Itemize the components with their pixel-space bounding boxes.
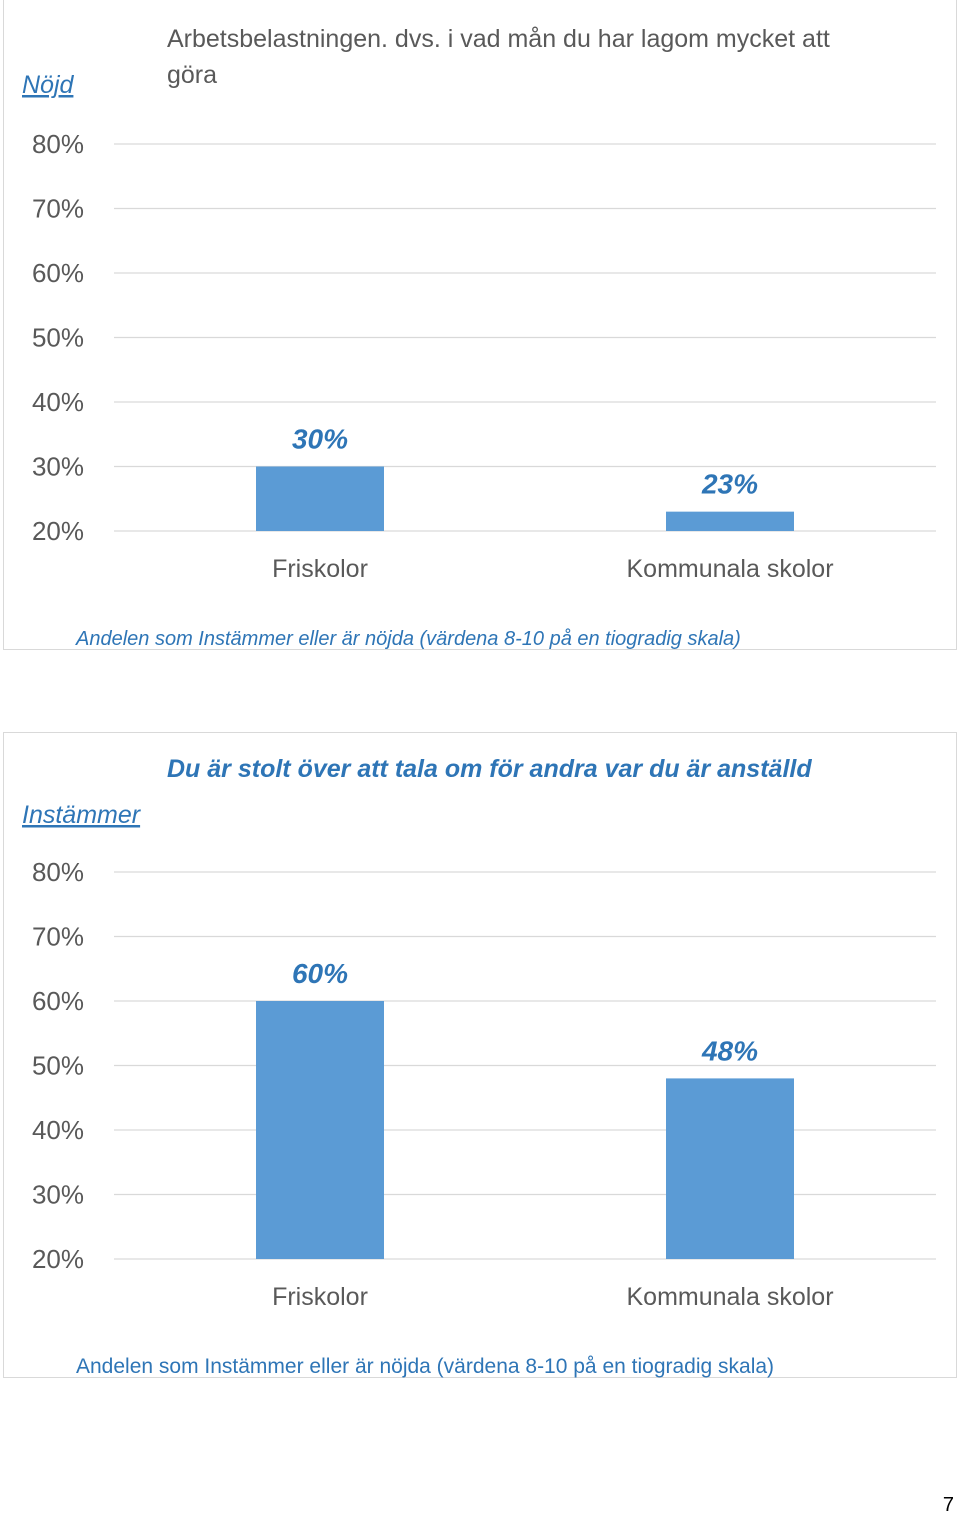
data-label: 30%: [292, 424, 348, 455]
category-label: Kommunala skolor: [626, 555, 833, 583]
y-tick-label: 60%: [32, 986, 84, 1016]
y-tick-label: 70%: [32, 194, 84, 224]
y-tick-label: 70%: [32, 922, 84, 952]
x-axis-label: Andelen som Instämmer eller är nöjda (vä…: [75, 628, 741, 650]
y-tick-label: 50%: [32, 1051, 84, 1081]
chart-title: Du är stolt över att tala om för andra v…: [167, 755, 812, 783]
category-label: Friskolor: [272, 1283, 368, 1311]
chart-workload: Arbetsbelastningen. dvs. i vad mån du ha…: [22, 25, 936, 650]
bar: [256, 466, 384, 531]
category-label: Friskolor: [272, 555, 368, 583]
y-tick-label: 40%: [32, 1115, 84, 1145]
bar: [256, 1001, 384, 1259]
chart-pride: Du är stolt över att tala om för andra v…: [22, 755, 936, 1378]
chart-title: Arbetsbelastningen. dvs. i vad mån du ha…: [167, 25, 830, 53]
y-tick-label: 50%: [32, 323, 84, 353]
y-tick-label: 80%: [32, 129, 84, 159]
y-axis-label: Nöjd: [22, 71, 75, 99]
chart-panel-pride: Du är stolt över att tala om för andra v…: [3, 732, 957, 1378]
data-label: 23%: [701, 469, 758, 500]
data-label: 60%: [292, 958, 348, 989]
y-axis-label: Instämmer: [22, 801, 142, 829]
y-tick-label: 40%: [32, 387, 84, 417]
chart-title: göra: [167, 61, 217, 89]
bar: [666, 1078, 794, 1259]
y-tick-label: 60%: [32, 258, 84, 288]
y-tick-label: 30%: [32, 1180, 84, 1210]
y-tick-label: 30%: [32, 452, 84, 482]
y-tick-label: 20%: [32, 516, 84, 546]
bar: [666, 511, 794, 531]
category-label: Kommunala skolor: [626, 1283, 833, 1311]
data-label: 48%: [701, 1035, 758, 1066]
x-axis-label: Andelen som Instämmer eller är nöjda (vä…: [76, 1355, 774, 1378]
page-number: 7: [942, 1494, 954, 1516]
y-tick-label: 20%: [32, 1244, 84, 1274]
chart-panel-workload: Arbetsbelastningen. dvs. i vad mån du ha…: [3, 0, 957, 650]
y-tick-label: 80%: [32, 857, 84, 887]
